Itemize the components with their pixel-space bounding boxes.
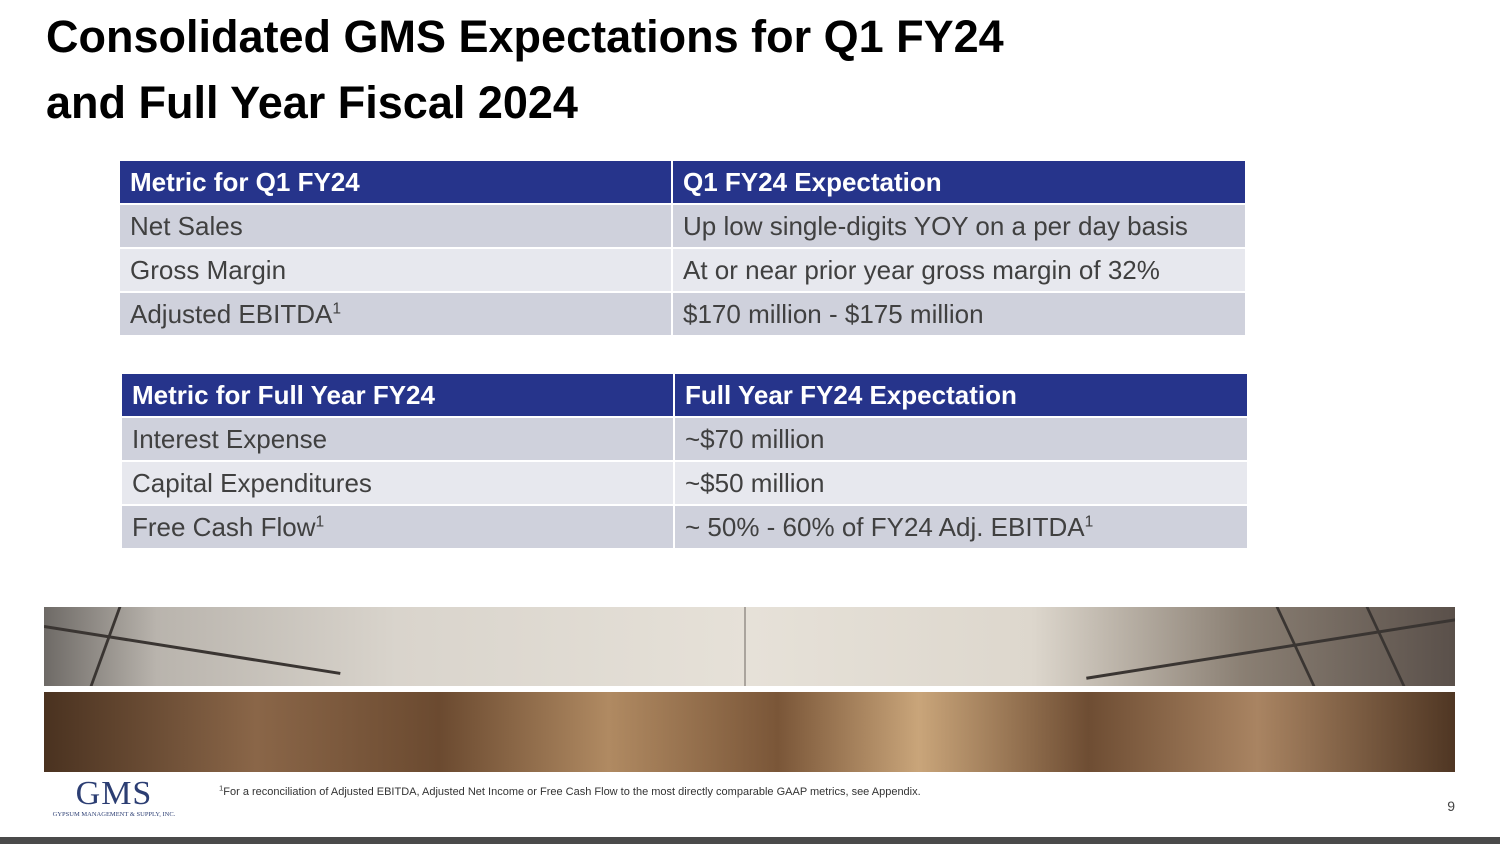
metric-label: Capital Expenditures [132,467,372,498]
logo-subtitle: GYPSUM MANAGEMENT & SUPPLY, INC. [52,811,176,818]
footnote-marker: 1 [219,783,224,793]
metric-cell: Net Sales [120,205,671,247]
footnote-marker: 1 [332,299,341,317]
table-row: Adjusted EBITDA1 $170 million - $175 mil… [120,293,1245,335]
column-header: Full Year FY24 Expectation [675,374,1247,416]
gms-logo: GMS GYPSUM MANAGEMENT & SUPPLY, INC. [44,775,184,821]
ceiling-grid-line [1365,607,1406,686]
ceiling-grid-line [89,607,122,686]
fasteners-image [44,692,1455,772]
expectation-cell: Up low single-digits YOY on a per day ba… [673,205,1245,247]
q1-expectations-table: Metric for Q1 FY24 Q1 FY24 Expectation N… [118,159,1247,337]
table-header-row: Metric for Full Year FY24 Full Year FY24… [122,374,1247,416]
expectation-value: Up low single-digits YOY on a per day ba… [683,210,1188,241]
table-row: Net Sales Up low single-digits YOY on a … [120,205,1245,247]
expectation-cell: $170 million - $175 million [673,293,1245,335]
ceiling-grid-line [744,607,746,686]
column-header: Metric for Full Year FY24 [122,374,673,416]
table-row: Interest Expense ~$70 million [122,418,1247,460]
expectation-cell: ~$70 million [675,418,1247,460]
expectation-value: ~ 50% - 60% of FY24 Adj. EBITDA [685,511,1085,542]
table-row: Gross Margin At or near prior year gross… [120,249,1245,291]
logo-mark: GMS [75,775,153,812]
expectation-value: $170 million - $175 million [683,298,984,329]
table-header-row: Metric for Q1 FY24 Q1 FY24 Expectation [120,161,1245,203]
ceiling-grid-line [44,625,341,675]
page-number: 9 [1447,798,1455,814]
ceiling-tile-image [44,607,1455,686]
column-header: Q1 FY24 Expectation [673,161,1245,203]
footnote: 1For a reconciliation of Adjusted EBITDA… [219,783,921,798]
expectation-cell: At or near prior year gross margin of 32… [673,249,1245,291]
metric-label: Gross Margin [130,254,287,285]
footnote-marker: 1 [315,512,325,530]
expectation-cell: ~ 50% - 60% of FY24 Adj. EBITDA1 [675,506,1247,548]
footnote-text: For a reconciliation of Adjusted EBITDA,… [223,786,921,798]
ceiling-grid-line [1086,617,1455,680]
column-header: Metric for Q1 FY24 [120,161,671,203]
page-title: Consolidated GMS Expectations for Q1 FY2… [46,4,1246,136]
title-line-1: Consolidated GMS Expectations for Q1 FY2… [46,11,1004,62]
full-year-expectations-table: Metric for Full Year FY24 Full Year FY24… [120,372,1249,550]
table-row: Capital Expenditures ~$50 million [122,462,1247,504]
metric-label: Interest Expense [132,423,328,454]
expectation-value: At or near prior year gross margin of 32… [683,254,1160,285]
metric-cell: Adjusted EBITDA1 [120,293,671,335]
title-line-2: and Full Year Fiscal 2024 [46,77,578,128]
bottom-bar [0,837,1500,844]
metric-label: Adjusted EBITDA [130,298,333,329]
metric-cell: Capital Expenditures [122,462,673,504]
metric-cell: Free Cash Flow1 [122,506,673,548]
expectation-value: ~$70 million [685,423,825,454]
footnote-marker: 1 [1084,512,1094,530]
metric-cell: Gross Margin [120,249,671,291]
metric-cell: Interest Expense [122,418,673,460]
metric-label: Net Sales [130,210,243,241]
table-row: Free Cash Flow1 ~ 50% - 60% of FY24 Adj.… [122,506,1247,548]
expectation-cell: ~$50 million [675,462,1247,504]
metric-label: Free Cash Flow [132,511,316,542]
expectation-value: ~$50 million [685,467,825,498]
